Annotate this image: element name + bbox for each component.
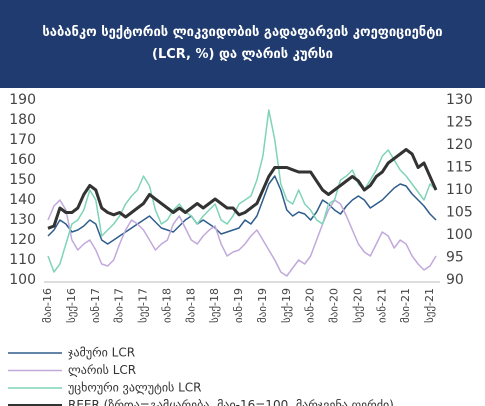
y2-tick-label: 130 <box>446 92 473 108</box>
y-tick-label: 180 <box>9 112 36 128</box>
x-tick-label: სექ-21 <box>423 288 436 323</box>
legend-label: უცხოური ვალუტის LCR <box>68 381 202 395</box>
x-tick-label: იან-18 <box>160 288 173 323</box>
y-tick-label: 100 <box>9 272 36 288</box>
x-tick-label: იან-20 <box>304 288 317 323</box>
y2-tick-label: 95 <box>446 250 464 266</box>
y2-tick-label: 120 <box>446 137 473 153</box>
series-line <box>47 109 437 273</box>
series-line <box>47 199 437 277</box>
x-tick-label: მაი-21 <box>399 288 412 323</box>
y-tick-label: 120 <box>9 232 36 248</box>
x-tick-label: იან-17 <box>89 288 102 323</box>
x-tick-label: სექ-19 <box>280 288 293 323</box>
chart-title: საბანკო სექტორის ლიკვიდობის გადაფარვის კ… <box>0 0 485 88</box>
x-tick-label: მაი-18 <box>184 288 197 323</box>
series-line <box>47 175 437 245</box>
y2-tick-label: 125 <box>446 115 473 131</box>
x-tick-label: სექ-18 <box>208 288 221 323</box>
y-tick-label: 110 <box>9 252 36 268</box>
x-tick-label: იან-21 <box>375 288 388 323</box>
y2-tick-label: 90 <box>446 272 464 288</box>
legend-label: ჯამური LCR <box>68 346 135 360</box>
y2-tick-label: 110 <box>446 182 473 198</box>
y-tick-label: 170 <box>9 132 36 148</box>
y-tick-label: 130 <box>9 212 36 228</box>
x-tick-label: სექ-16 <box>65 288 78 323</box>
x-tick-label: იან-19 <box>232 288 245 323</box>
x-tick-label: მაი-17 <box>113 288 126 323</box>
y-tick-label: 150 <box>9 172 36 188</box>
y2-tick-label: 115 <box>446 160 473 176</box>
series-line <box>47 148 438 230</box>
y2-tick-label: 105 <box>446 205 473 221</box>
x-tick-label: სექ-20 <box>351 288 364 323</box>
x-tick-label: მაი-19 <box>256 288 269 323</box>
legend-label: REER (ზრდა=გამყარება, მაი-16=100, მარჯვე… <box>68 398 394 406</box>
x-tick-label: მაი-20 <box>328 288 341 323</box>
y-tick-label: 190 <box>9 92 36 108</box>
x-tick-label: სექ-17 <box>137 288 150 323</box>
y2-tick-label: 100 <box>446 227 473 243</box>
y-tick-label: 140 <box>9 192 36 208</box>
legend-label: ლარის LCR <box>68 363 136 377</box>
y-tick-label: 160 <box>9 152 36 168</box>
x-tick-label: მაი-16 <box>41 288 54 323</box>
